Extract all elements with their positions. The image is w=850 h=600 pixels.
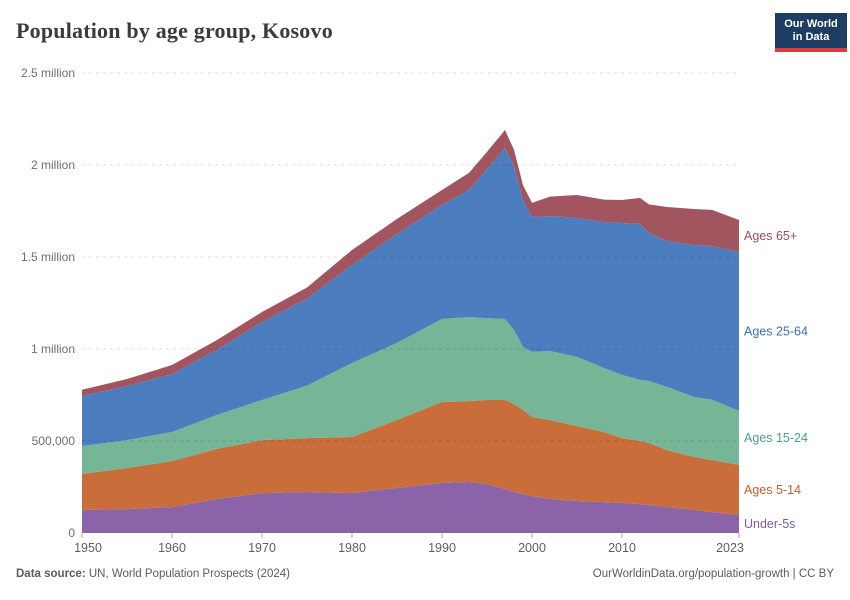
credit-link[interactable]: OurWorldinData.org/population-growth | C… [592, 568, 834, 580]
legend-label-ages-5-14[interactable]: Ages 5-14 [744, 483, 801, 497]
area-under-5s[interactable] [82, 482, 739, 533]
owid-logo-line2: in Data [792, 31, 830, 43]
x-axis-label: 2010 [608, 541, 636, 555]
y-axis-label: 0 [68, 526, 75, 540]
y-axis-label: 1.5 million [21, 250, 75, 264]
area-ages-15-24[interactable] [82, 317, 739, 474]
y-axis-label: 2 million [31, 158, 75, 172]
footer: Data source: UN, World Population Prospe… [0, 568, 850, 580]
data-source-text: UN, World Population Prospects (2024) [85, 568, 290, 580]
area-ages-25-64[interactable] [82, 147, 739, 446]
y-axis-label: 500,000 [32, 434, 76, 448]
page-title: Population by age group, Kosovo [16, 18, 333, 43]
area-ages-5-14[interactable] [82, 400, 739, 515]
x-axis-label: 1980 [338, 541, 366, 555]
data-source-label: Data source: [16, 568, 86, 580]
x-axis-label: 1970 [248, 541, 276, 555]
y-axis-label: 2.5 million [21, 66, 75, 80]
x-axis-label: 1960 [158, 541, 186, 555]
legend-label-ages-65-plus[interactable]: Ages 65+ [744, 229, 797, 243]
legend-label-under-5s[interactable]: Under-5s [744, 517, 795, 531]
x-axis-label: 1990 [428, 541, 456, 555]
x-axis-label: 2023 [716, 541, 744, 555]
legend-label-ages-25-64[interactable]: Ages 25-64 [744, 325, 808, 339]
data-source: Data source: UN, World Population Prospe… [16, 568, 290, 580]
owid-logo-line1: Our World [784, 18, 838, 30]
y-axis-label: 1 million [31, 342, 75, 356]
owid-logo[interactable]: Our World in Data [775, 13, 847, 52]
x-axis-label: 1950 [74, 541, 102, 555]
x-axis-label: 2000 [518, 541, 546, 555]
legend-label-ages-15-24[interactable]: Ages 15-24 [744, 431, 808, 445]
area-ages-65-plus[interactable] [82, 130, 739, 396]
